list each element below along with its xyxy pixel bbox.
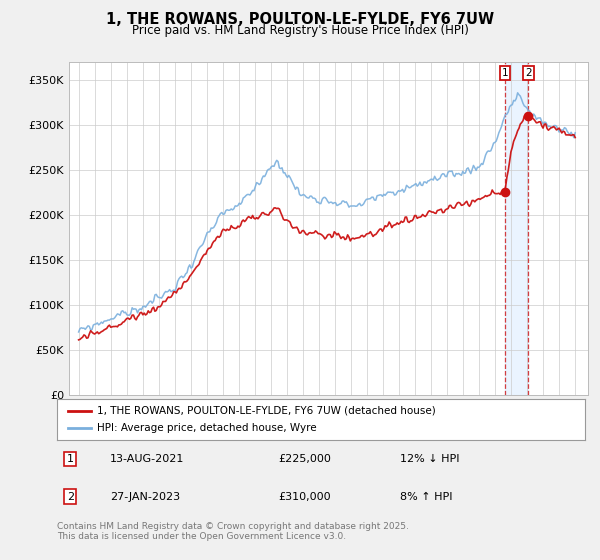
Text: 2: 2 [67, 492, 74, 502]
Text: £310,000: £310,000 [279, 492, 331, 502]
Text: Price paid vs. HM Land Registry's House Price Index (HPI): Price paid vs. HM Land Registry's House … [131, 24, 469, 37]
Text: 8% ↑ HPI: 8% ↑ HPI [400, 492, 453, 502]
Text: 12% ↓ HPI: 12% ↓ HPI [400, 454, 460, 464]
Text: 1: 1 [502, 68, 508, 78]
Text: HPI: Average price, detached house, Wyre: HPI: Average price, detached house, Wyre [97, 423, 316, 433]
Text: 27-JAN-2023: 27-JAN-2023 [110, 492, 180, 502]
Text: 13-AUG-2021: 13-AUG-2021 [110, 454, 184, 464]
Text: 1, THE ROWANS, POULTON-LE-FYLDE, FY6 7UW (detached house): 1, THE ROWANS, POULTON-LE-FYLDE, FY6 7UW… [97, 405, 436, 416]
Bar [505, 62, 529, 395]
Text: 1, THE ROWANS, POULTON-LE-FYLDE, FY6 7UW: 1, THE ROWANS, POULTON-LE-FYLDE, FY6 7UW [106, 12, 494, 27]
Text: 2: 2 [525, 68, 532, 78]
Text: 1: 1 [67, 454, 74, 464]
Text: Contains HM Land Registry data © Crown copyright and database right 2025.
This d: Contains HM Land Registry data © Crown c… [57, 522, 409, 542]
Text: £225,000: £225,000 [279, 454, 332, 464]
